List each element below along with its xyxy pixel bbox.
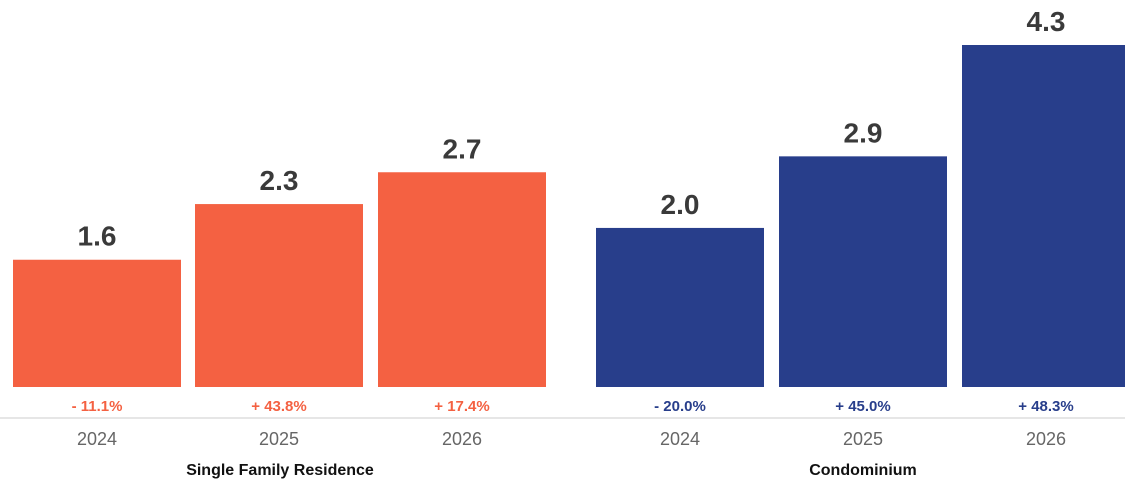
bar <box>378 172 546 387</box>
data-label: 2.3 <box>260 165 299 196</box>
data-label: 1.6 <box>78 221 117 252</box>
change-label: + 48.3% <box>1018 398 1073 415</box>
change-label: - 11.1% <box>72 398 123 415</box>
x-tick-label: 2025 <box>843 429 883 449</box>
x-tick-label: 2026 <box>1026 429 1066 449</box>
x-tick-label: 2026 <box>442 429 482 449</box>
change-label: + 43.8% <box>251 398 306 415</box>
bar <box>962 45 1125 387</box>
bar <box>596 227 764 387</box>
data-label: 4.3 <box>1027 6 1066 37</box>
x-tick-label: 2024 <box>77 429 117 449</box>
change-label: + 45.0% <box>835 398 890 415</box>
group-label: Single Family Residence <box>186 462 374 479</box>
bar <box>195 204 363 387</box>
bar <box>13 259 181 387</box>
data-label: 2.0 <box>661 189 700 220</box>
change-label: - 20.0% <box>654 398 706 415</box>
x-tick-label: 2025 <box>259 429 299 449</box>
data-label: 2.9 <box>844 117 883 148</box>
chart-marks: 1.6 - 11.1% 2024 2.3 + 43.8% 2025 2.7 + 17.4% 20… <box>13 6 1125 479</box>
bar <box>779 156 947 387</box>
group-label: Condominium <box>809 462 917 479</box>
data-label: 2.7 <box>443 133 482 164</box>
x-tick-label: 2024 <box>660 429 700 449</box>
change-label: + 17.4% <box>434 398 489 415</box>
